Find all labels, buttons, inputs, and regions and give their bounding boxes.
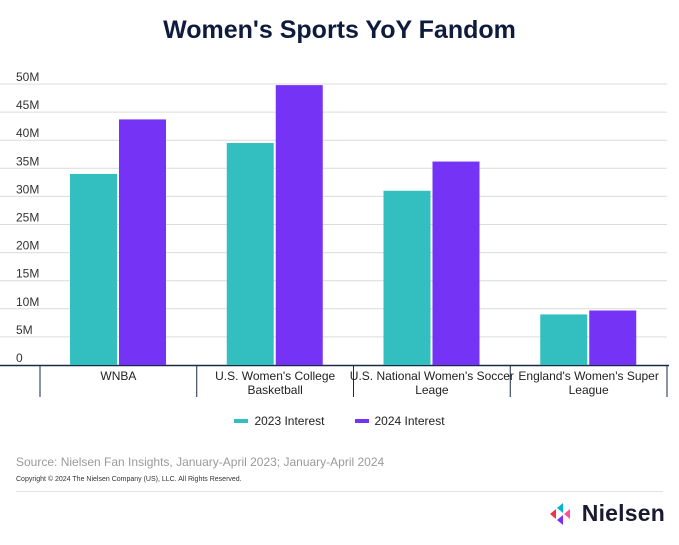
y-tick-label: 5M [16,323,33,337]
bar-2023 [383,190,431,365]
copyright-note: Copyright © 2024 The Nielsen Company (US… [16,476,242,483]
y-tick-label: 40M [16,126,39,140]
legend: 2023 Interest 2024 Interest [0,414,679,428]
y-tick-label: 45M [16,98,39,112]
bar-2023 [540,314,588,365]
y-tick-label: 0 [16,351,23,365]
x-category-label: England's Women's Super League [518,369,658,397]
nielsen-logo-icon [549,502,570,525]
legend-item-2024: 2024 Interest [354,414,445,428]
x-category-label: U.S. National Women's Soccer Leage [350,369,514,397]
brand-name: Nielsen [581,500,665,526]
legend-label-2023: 2023 Interest [254,414,325,428]
legend-label-2024: 2024 Interest [374,414,445,428]
bar-2024 [589,310,637,365]
footer-divider [16,491,663,492]
y-tick-label: 10M [16,295,39,309]
y-tick-label: 25M [16,211,39,225]
y-tick-label: 35M [16,154,39,168]
y-tick-label: 15M [16,267,39,281]
bar-2023 [226,143,274,365]
bar-chart: 0 5M 10M 15M 20M 25M 30M 35M 40M 45M 50M WNBA U.S. W… [0,70,669,397]
y-tick-label: 50M [16,70,39,84]
bar-2024 [275,85,323,366]
x-category-label: U.S. Women's College Basketball [215,369,335,397]
bar-2023 [70,173,117,365]
brand: Nielsen [546,500,665,527]
bar-2024 [119,119,166,365]
legend-item-2023: 2023 Interest [234,414,325,428]
legend-swatch-2023 [234,419,249,423]
legend-swatch-2024 [354,419,369,423]
x-category-label: WNBA [100,369,136,383]
source-note: Source: Nielsen Fan Insights, January-Ap… [16,455,385,469]
y-tick-label: 20M [16,239,39,253]
bar-2024 [432,161,480,365]
chart-title: Women's Sports YoY Fandom [163,16,516,44]
y-tick-label: 30M [16,182,39,196]
